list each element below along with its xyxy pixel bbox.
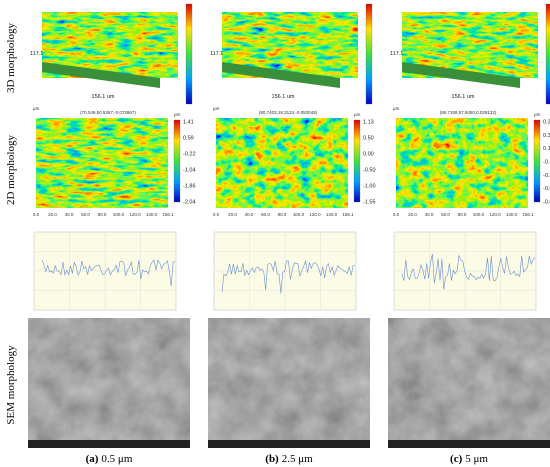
x-tick: 20.0: [48, 212, 57, 217]
scale-tick: -1.86: [183, 183, 196, 189]
row-label: SEM morphology: [5, 345, 17, 425]
scale-tick: -0.87: [543, 199, 550, 205]
scale-tick: -2.04: [183, 199, 196, 205]
caption-text: 2.5 μm: [282, 453, 313, 465]
colorbar: [185, 3, 193, 105]
unit: µm: [174, 112, 181, 117]
x-tick: 100.0: [473, 212, 485, 217]
x-tick: 40.0: [245, 212, 254, 217]
depth-label: 117.1: [30, 51, 43, 57]
unit: µm: [393, 106, 400, 111]
sem-image: [208, 318, 370, 448]
unit: µm: [33, 106, 40, 111]
caption: (c) 5 μm: [450, 453, 488, 465]
scale-tick: 1.41: [183, 119, 194, 125]
caption-letter: (b): [265, 453, 279, 465]
colorbar: [365, 3, 373, 105]
sem-image: [388, 318, 550, 448]
profile-line: [41, 259, 176, 287]
scale-tick: 0.10: [543, 146, 550, 152]
x-tick: 0.0: [33, 212, 40, 217]
surface-side: [42, 62, 160, 88]
scale-tick: 0.00: [363, 151, 374, 157]
x-tick: 40.0: [65, 212, 74, 217]
cursor-readout: (70.049,50.5367,-0.072867): [80, 110, 136, 115]
x-tick: 0.0: [213, 212, 220, 217]
scale-tick: -0.50: [543, 186, 550, 192]
row-label: 3D morphology: [5, 23, 17, 93]
scale-tick: -0.30: [543, 173, 550, 179]
scale-tick: -0.22: [183, 151, 196, 157]
profile-line: [401, 253, 536, 290]
cursor-readout: (65.7159,57.9450,0.029132): [440, 110, 497, 115]
surface-3d: [42, 12, 178, 78]
row-label: 2D morphology: [5, 135, 17, 205]
surface-side: [402, 62, 520, 88]
colorbar: [533, 119, 541, 203]
sem-footer: [28, 440, 190, 448]
unit: µm: [354, 112, 361, 117]
scale-tick: -1.04: [183, 167, 196, 173]
surface-side: [222, 62, 340, 88]
x-tick: 140.0: [146, 212, 158, 217]
sem-footer: [208, 440, 370, 448]
width-label: 156.1 um: [452, 94, 475, 100]
scale-tick: 0.37: [543, 119, 550, 125]
scale-tick: 0.50: [363, 135, 374, 141]
x-tick: 20.0: [408, 212, 417, 217]
unit: µm: [213, 106, 220, 111]
scale-tick: 1.13: [363, 119, 374, 125]
depth-label: 117.1: [390, 51, 403, 57]
surface-3d: [222, 12, 358, 78]
profile-line: [221, 260, 356, 294]
height-map: [396, 118, 528, 208]
scale-tick: -0.50: [363, 167, 376, 173]
height-map: [36, 118, 168, 208]
scale-tick: 0.59: [183, 135, 194, 141]
x-tick: 80.0: [278, 212, 287, 217]
x-tick: 100.0: [113, 212, 125, 217]
x-tick: 80.0: [458, 212, 467, 217]
unit: µm: [534, 112, 541, 117]
height-map: [216, 118, 348, 208]
scale-tick: 0.30: [543, 133, 550, 139]
x-tick: 120.0: [129, 212, 141, 217]
x-tick: 140.0: [326, 212, 338, 217]
x-tick: 120.0: [489, 212, 501, 217]
x-tick: 20.0: [228, 212, 237, 217]
cursor-readout: (80.7403,18.3124,-0.053049): [259, 110, 318, 115]
x-tick: 120.0: [309, 212, 321, 217]
surface-3d: [402, 12, 538, 78]
caption-letter: (a): [86, 453, 99, 465]
caption-text: 5 μm: [465, 453, 488, 465]
x-tick: 156.1: [522, 212, 534, 217]
x-tick: 40.0: [425, 212, 434, 217]
scale-tick: -0.10: [543, 159, 550, 165]
x-tick: 80.0: [98, 212, 107, 217]
scale-tick: -1.55: [363, 199, 376, 205]
depth-label: 117.1: [210, 51, 223, 57]
width-label: 156.1 um: [92, 94, 115, 100]
x-tick: 0.0: [393, 212, 400, 217]
x-tick: 156.1: [162, 212, 174, 217]
width-label: 156.1 um: [272, 94, 295, 100]
x-tick: 60.0: [441, 212, 450, 217]
caption-letter: (c): [450, 453, 463, 465]
colorbar: [173, 119, 181, 203]
colorbar: [353, 119, 361, 203]
scale-tick: -1.00: [363, 183, 376, 189]
sem-image: [28, 318, 190, 448]
x-tick: 140.0: [506, 212, 518, 217]
caption: (b) 2.5 μm: [265, 453, 313, 465]
x-tick: 156.1: [342, 212, 354, 217]
caption: (a) 0.5 μm: [86, 453, 133, 465]
x-tick: 60.0: [81, 212, 90, 217]
x-tick: 100.0: [293, 212, 305, 217]
caption-text: 0.5 μm: [101, 453, 132, 465]
sem-footer: [388, 440, 550, 448]
colorbar: [545, 3, 550, 105]
x-tick: 60.0: [261, 212, 270, 217]
